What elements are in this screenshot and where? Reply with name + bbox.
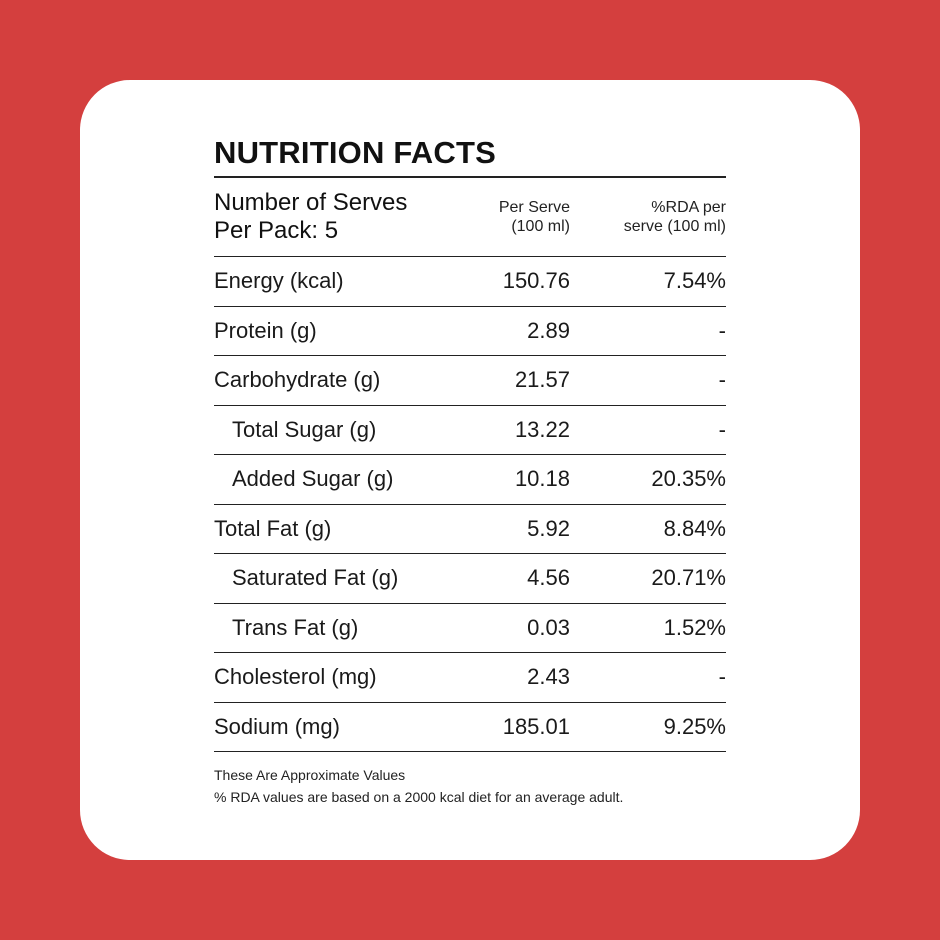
nutrient-row-saturated-fat: Saturated Fat (g) 4.56 20.71%: [214, 554, 726, 604]
nutrient-row-trans-fat: Trans Fat (g) 0.03 1.52%: [214, 604, 726, 653]
nutrient-row-total-fat: Total Fat (g) 5.92 8.84%: [214, 505, 726, 554]
rda-value: 1.52%: [663, 614, 726, 640]
nutrient-name: Saturated Fat (g): [232, 565, 399, 590]
nutrient-name: Sodium (mg): [214, 713, 340, 739]
per-serve-value: 150.76: [502, 268, 570, 293]
footnote-approximate: These Are Approximate Values: [214, 767, 406, 783]
serves-per-pack: Number of Serves Per Pack: 5: [214, 189, 407, 245]
nutrient-name: Trans Fat (g): [232, 614, 359, 640]
nutrient-row-sodium: Sodium (mg) 185.01 9.25%: [214, 703, 726, 752]
nutrient-name: Added Sugar (g): [232, 466, 394, 491]
nutrient-name: Protein (g): [214, 317, 317, 343]
per-serve-value: 2.89: [527, 317, 570, 343]
rda-value: -: [718, 664, 726, 689]
per-serve-value: 2.43: [527, 664, 570, 689]
rda-value: -: [718, 367, 726, 392]
nutrient-row-total-sugar: Total Sugar (g) 13.22 -: [214, 406, 726, 455]
footnote-rda-basis: % RDA values are based on a 2000 kcal di…: [214, 789, 624, 805]
per-serve-value: 185.01: [502, 713, 570, 739]
rda-header-line-2: serve (100 ml): [623, 218, 726, 235]
nutrient-name: Total Fat (g): [214, 515, 332, 541]
nutrient-name: Carbohydrate (g): [214, 367, 381, 392]
serves-line-2: Per Pack: 5: [214, 217, 339, 244]
per-serve-header-line-1: Per Serve: [498, 199, 570, 216]
per-serve-value: 13.22: [514, 416, 570, 442]
nutrient-name: Total Sugar (g): [232, 416, 377, 442]
per-serve-value: 0.03: [527, 614, 570, 640]
nutrient-name: Cholesterol (mg): [214, 664, 377, 689]
nutrient-row-carbohydrate: Carbohydrate (g) 21.57 -: [214, 356, 726, 406]
nutrient-row-added-sugar: Added Sugar (g) 10.18 20.35%: [214, 455, 726, 505]
rda-value: -: [718, 416, 726, 442]
nutrition-card: NUTRITION FACTS Number of Serves Per Pac…: [80, 80, 860, 860]
nutrient-row-energy: Energy (kcal) 150.76 7.54%: [214, 257, 726, 307]
header-row: Number of Serves Per Pack: 5 Per Serve (…: [214, 178, 726, 257]
nutrient-row-protein: Protein (g) 2.89 -: [214, 307, 726, 356]
per-serve-value: 10.18: [514, 466, 570, 491]
nutrition-panel: NUTRITION FACTS Number of Serves Per Pac…: [214, 130, 726, 808]
rda-value: 8.84%: [663, 515, 726, 541]
per-serve-column-header: Per Serve (100 ml): [499, 198, 570, 236]
per-serve-value: 4.56: [527, 565, 570, 590]
rda-value: 9.25%: [663, 713, 726, 739]
rda-header-line-1: %RDA per: [651, 199, 726, 216]
per-serve-header-line-2: (100 ml): [511, 218, 570, 235]
footnotes: These Are Approximate Values % RDA value…: [214, 764, 726, 808]
rda-value: -: [718, 317, 726, 343]
nutrition-title: NUTRITION FACTS: [214, 130, 726, 178]
nutrient-row-cholesterol: Cholesterol (mg) 2.43 -: [214, 653, 726, 703]
rda-column-header: %RDA per serve (100 ml): [624, 198, 726, 236]
per-serve-value: 5.92: [527, 515, 570, 541]
serves-line-1: Number of Serves: [214, 189, 408, 216]
rda-value: 20.71%: [651, 565, 726, 590]
per-serve-value: 21.57: [514, 367, 570, 392]
rda-value: 7.54%: [663, 268, 726, 293]
nutrient-name: Energy (kcal): [214, 268, 344, 293]
rda-value: 20.35%: [651, 466, 726, 491]
